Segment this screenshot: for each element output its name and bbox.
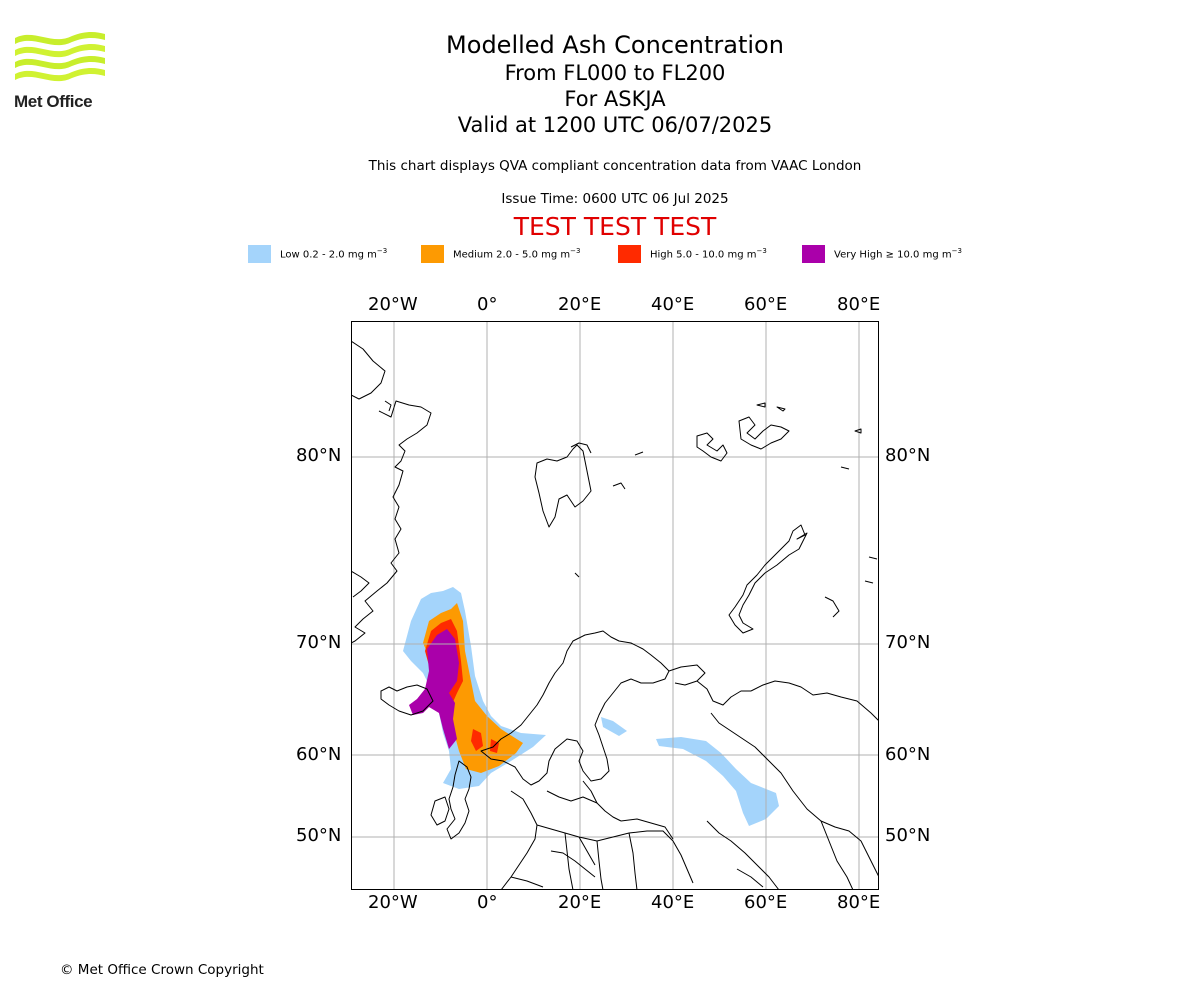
legend-item-low: Low 0.2 - 2.0 mg m−3 xyxy=(248,244,387,264)
lon-label-top-60e: 60°E xyxy=(744,294,788,315)
ash-area-very-high xyxy=(409,629,459,749)
lat-label-right-70n: 70°N xyxy=(885,632,931,653)
valid-time: Valid at 1200 UTC 06/07/2025 xyxy=(457,113,773,137)
chart-title: Modelled Ash Concentration xyxy=(446,31,784,59)
lat-label-right-60n: 60°N xyxy=(885,744,931,765)
legend-item-very-high: Very High ≥ 10.0 mg m−3 xyxy=(802,244,962,264)
legend: Low 0.2 - 2.0 mg m−3 Medium 2.0 - 5.0 mg… xyxy=(0,244,1200,264)
volcano-name: For ASKJA xyxy=(564,87,666,111)
met-office-logo xyxy=(15,32,105,82)
lon-label-bottom-0: 0° xyxy=(477,892,498,913)
flight-level-range: From FL000 to FL200 xyxy=(504,61,726,85)
map-gridlines xyxy=(351,321,879,890)
legend-swatch-high xyxy=(618,245,641,263)
lat-label-right-80n: 80°N xyxy=(885,445,931,466)
legend-swatch-low xyxy=(248,245,271,263)
lon-label-bottom-20w: 20°W xyxy=(368,892,418,913)
legend-item-high: High 5.0 - 10.0 mg m−3 xyxy=(618,244,767,264)
lat-label-left-50n: 50°N xyxy=(296,825,342,846)
lon-label-top-40e: 40°E xyxy=(651,294,695,315)
legend-label-low: Low 0.2 - 2.0 mg m−3 xyxy=(280,247,388,261)
lat-label-left-60n: 60°N xyxy=(296,744,342,765)
lon-label-top-20e: 20°E xyxy=(558,294,602,315)
lon-label-bottom-20e: 20°E xyxy=(558,892,602,913)
lon-label-bottom-80e: 80°E xyxy=(837,892,881,913)
issue-time: Issue Time: 0600 UTC 06 Jul 2025 xyxy=(501,191,729,207)
lon-label-top-20w: 20°W xyxy=(368,294,418,315)
test-banner: TEST TEST TEST xyxy=(513,212,717,241)
legend-label-very-high: Very High ≥ 10.0 mg m−3 xyxy=(834,247,962,261)
legend-swatch-very-high xyxy=(802,245,825,263)
legend-label-high: High 5.0 - 10.0 mg m−3 xyxy=(650,247,767,261)
legend-item-medium: Medium 2.0 - 5.0 mg m−3 xyxy=(421,244,580,264)
map-border xyxy=(351,321,879,890)
lon-label-top-0: 0° xyxy=(477,294,498,315)
lon-label-bottom-40e: 40°E xyxy=(651,892,695,913)
lat-label-right-50n: 50°N xyxy=(885,825,931,846)
legend-label-medium: Medium 2.0 - 5.0 mg m−3 xyxy=(453,247,581,261)
title-block: Modelled Ash Concentration From FL000 to… xyxy=(315,30,915,138)
ash-concentration-map xyxy=(351,321,879,890)
lat-label-left-80n: 80°N xyxy=(296,445,342,466)
met-office-logo-text: Met Office xyxy=(14,92,93,111)
lat-label-left-70n: 70°N xyxy=(296,632,342,653)
lon-label-top-80e: 80°E xyxy=(837,294,881,315)
legend-swatch-medium xyxy=(421,245,444,263)
coastlines xyxy=(351,340,879,890)
lon-label-bottom-60e: 60°E xyxy=(744,892,788,913)
chart-description: This chart displays QVA compliant concen… xyxy=(368,158,862,174)
copyright: © Met Office Crown Copyright xyxy=(60,962,264,978)
